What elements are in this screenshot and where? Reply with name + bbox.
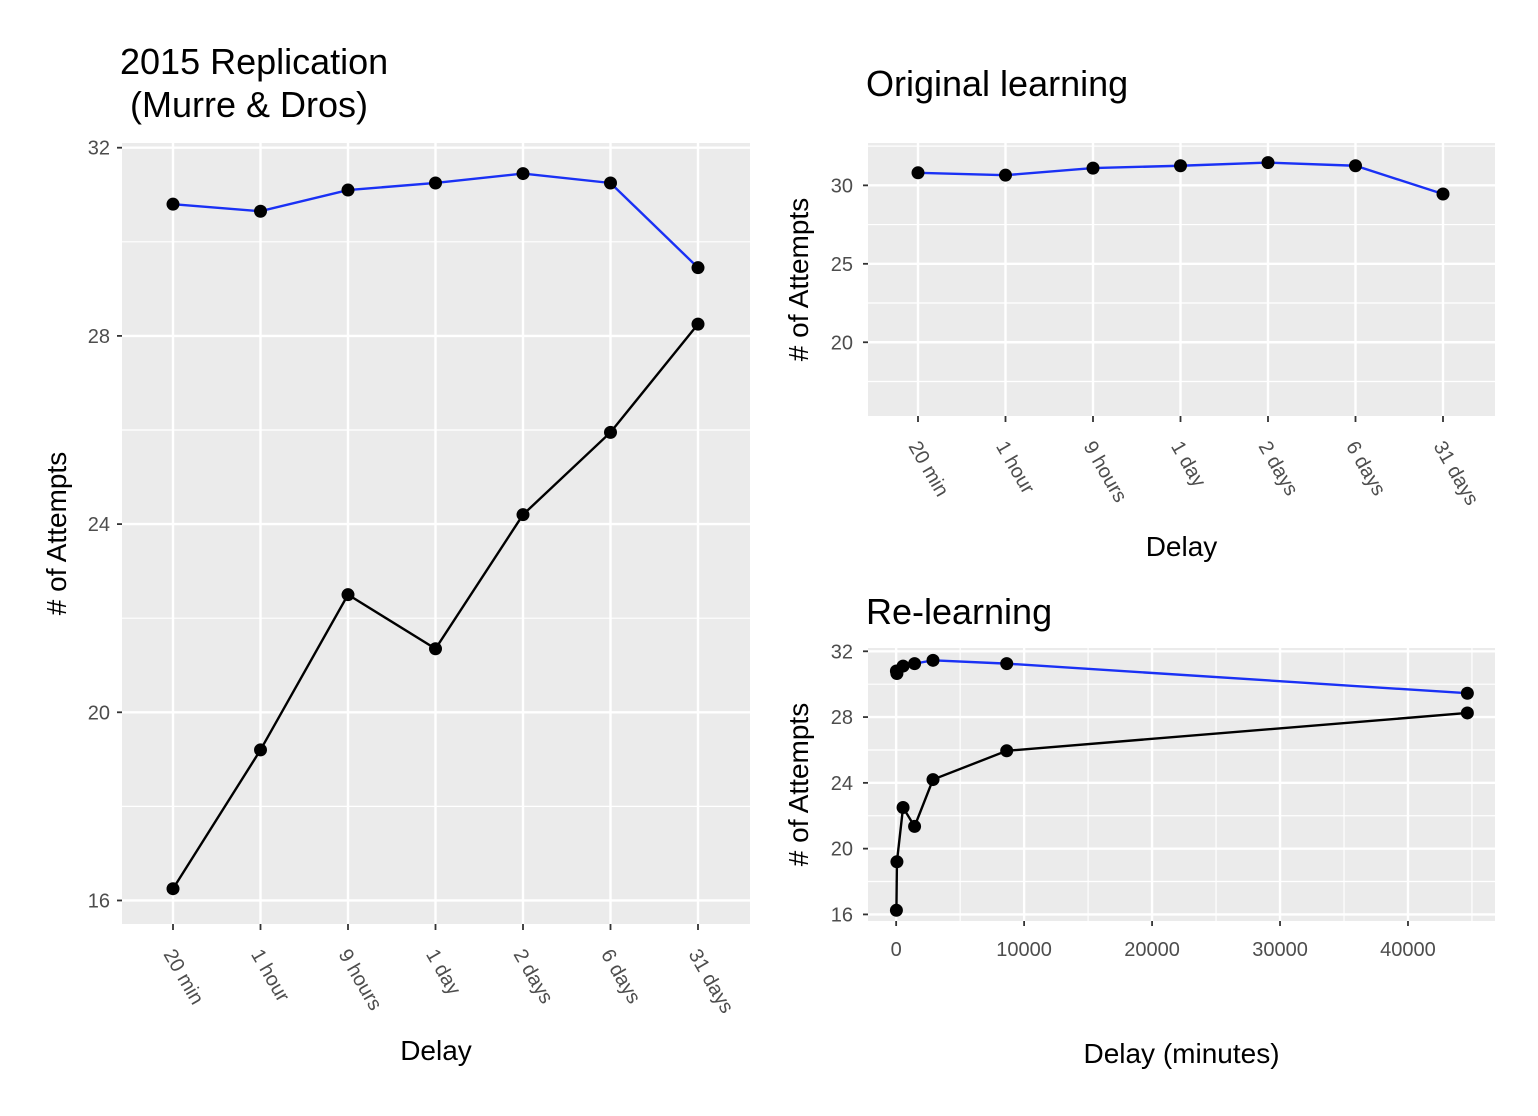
data-point [926, 773, 940, 787]
x-tick-label: 2 days [1254, 438, 1303, 500]
data-point [254, 743, 267, 757]
y-tick-label: 24 [831, 773, 853, 795]
data-point [896, 659, 910, 673]
data-point [516, 508, 530, 522]
y-tick-label: 20 [831, 839, 853, 861]
x-tick-label: 1 day [421, 946, 465, 999]
x-tick-label: 31 days [684, 946, 738, 1018]
data-point [911, 166, 925, 180]
chart-left: 16 20 24 28 32 20 min 1 hour 9 hours 1 day 2 days… [41, 41, 750, 1066]
chart-bottom-right: 16 20 24 28 32 0 10000 20000 30000 40000 Re-learni… [783, 591, 1495, 1069]
data-point [1436, 187, 1450, 201]
data-point [926, 653, 940, 667]
x-tick-label: 10000 [996, 939, 1052, 961]
x-tick-label: 6 days [596, 946, 645, 1008]
x-axis-label: Delay [400, 1035, 472, 1066]
data-point [691, 317, 705, 331]
y-axis-label: # of Attempts [783, 198, 814, 361]
data-point [1000, 744, 1014, 758]
y-tick-label: 20 [831, 332, 853, 354]
data-point [1000, 657, 1014, 671]
data-point [166, 882, 180, 896]
data-point [341, 588, 355, 602]
x-tick-label: 31 days [1429, 438, 1483, 510]
data-point [1460, 706, 1474, 720]
y-axis-label: # of Attempts [41, 452, 72, 615]
x-tick-label: 30000 [1252, 939, 1308, 961]
data-point [1349, 159, 1362, 173]
y-tick-label: 16 [831, 904, 853, 926]
data-point [1086, 161, 1100, 175]
x-tick-label: 20000 [1124, 939, 1180, 961]
data-point [1174, 159, 1187, 173]
y-tick-label: 30 [831, 175, 853, 197]
data-point [896, 801, 910, 815]
x-tick-label: 40000 [1380, 939, 1436, 961]
chart-title: Original learning [866, 63, 1128, 104]
data-point [908, 657, 922, 671]
x-tick-label: 9 hours [334, 946, 386, 1015]
y-tick-label: 20 [88, 702, 110, 724]
data-point [516, 167, 530, 181]
x-axis-label: Delay [1146, 531, 1218, 562]
data-point [908, 819, 922, 833]
x-tick-label: 20 min [904, 438, 953, 501]
y-tick-label: 25 [831, 254, 853, 276]
y-tick-label: 28 [88, 326, 110, 348]
data-point [890, 855, 904, 869]
x-tick-label: 6 days [1341, 438, 1390, 500]
x-tick-label: 1 hour [246, 946, 294, 1006]
data-point [254, 204, 267, 218]
x-tick-label: 20 min [159, 946, 208, 1009]
x-tick-label: 9 hours [1079, 438, 1131, 507]
y-tick-label: 28 [831, 707, 853, 729]
y-tick-label: 16 [88, 890, 110, 912]
data-point [1460, 686, 1474, 700]
y-tick-label: 32 [88, 138, 110, 160]
chart-top-right: 20 25 30 20 min 1 hour 9 hours 1 day 2 days 6 da… [783, 63, 1495, 562]
chart-title: (Murre & Dros) [130, 84, 368, 125]
data-point [604, 176, 617, 190]
x-tick-label: 0 [891, 939, 902, 961]
x-tick-label: 1 hour [991, 438, 1039, 498]
chart-title: Re-learning [866, 591, 1052, 632]
x-tick-label: 1 day [1166, 438, 1210, 491]
chart-title: 2015 Replication [120, 41, 388, 82]
y-axis-label: # of Attempts [783, 703, 814, 866]
data-point [429, 642, 442, 656]
data-point [604, 425, 617, 439]
data-point [889, 903, 903, 917]
x-axis-label: Delay (minutes) [1083, 1038, 1279, 1069]
y-tick-label: 24 [88, 514, 110, 536]
data-point [166, 197, 180, 211]
data-point [1261, 156, 1275, 170]
data-point [691, 261, 705, 275]
data-point [999, 168, 1012, 182]
y-tick-label: 32 [831, 641, 853, 663]
data-point [429, 176, 442, 190]
plot-panel [868, 648, 1495, 921]
x-tick-label: 2 days [509, 946, 558, 1008]
data-point [341, 183, 355, 197]
